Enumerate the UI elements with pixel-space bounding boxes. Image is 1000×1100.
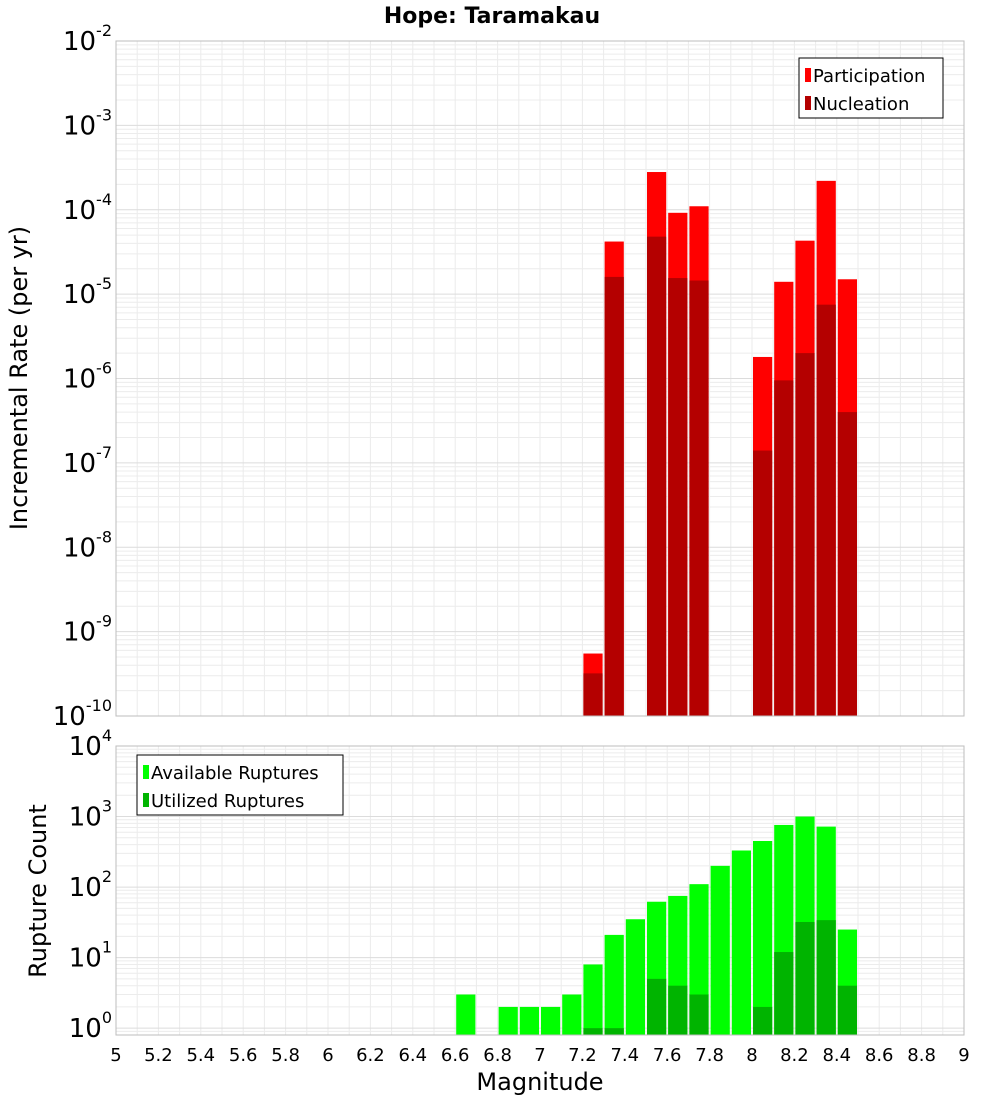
x-tick-label: 7.2 bbox=[568, 1045, 597, 1066]
bar-secondary-6 bbox=[774, 380, 794, 716]
x-tick-label: 8 bbox=[746, 1045, 757, 1066]
series-1 bbox=[583, 236, 857, 716]
x-tick-label: 5 bbox=[110, 1045, 121, 1066]
x-tick-label: 5.2 bbox=[144, 1045, 173, 1066]
chart-title: Hope: Taramakau bbox=[384, 4, 600, 29]
legend-label: Available Ruptures bbox=[151, 763, 319, 784]
bar-primary-3 bbox=[541, 1006, 561, 1035]
y-tick-label: 10-8 bbox=[63, 527, 112, 563]
legend-swatch bbox=[143, 793, 149, 807]
bar-primary-11 bbox=[710, 865, 730, 1035]
x-tick-label: 6.6 bbox=[441, 1045, 470, 1066]
legend-swatch bbox=[143, 765, 149, 779]
bar-secondary-8 bbox=[647, 978, 667, 1035]
top-y-axis-label: Incremental Rate (per yr) bbox=[5, 226, 33, 530]
bars bbox=[583, 172, 857, 717]
x-tick-label: 7.6 bbox=[653, 1045, 682, 1066]
bar-secondary-9 bbox=[837, 412, 857, 716]
bar-secondary-3 bbox=[668, 278, 688, 716]
bar-secondary-0 bbox=[583, 673, 603, 716]
bar-primary-1 bbox=[498, 1006, 518, 1035]
bar-secondary-17 bbox=[837, 985, 857, 1035]
bar-primary-13 bbox=[753, 841, 773, 1035]
bar-primary-5 bbox=[583, 964, 603, 1035]
bar-secondary-5 bbox=[753, 450, 773, 716]
bar-secondary-5 bbox=[583, 1028, 603, 1035]
bar-primary-4 bbox=[562, 994, 582, 1035]
y-tick-label: 10-6 bbox=[63, 359, 112, 395]
y-tick-label: 104 bbox=[69, 726, 112, 762]
x-tick-label: 6.4 bbox=[398, 1045, 427, 1066]
bar-secondary-14 bbox=[774, 952, 794, 1035]
x-tick-label: 8.6 bbox=[865, 1045, 894, 1066]
bar-secondary-1 bbox=[604, 276, 624, 716]
y-tick-label: 102 bbox=[69, 867, 112, 903]
legend-box bbox=[136, 754, 344, 816]
x-tick-label: 6.2 bbox=[356, 1045, 385, 1066]
bottom-y-axis-label: Rupture Count bbox=[24, 804, 52, 978]
x-tick-label: 5.8 bbox=[271, 1045, 300, 1066]
y-tick-label: 10-10 bbox=[53, 696, 112, 732]
plot-frame bbox=[115, 40, 965, 717]
y-ticks: 100 101 102 103 104 bbox=[69, 726, 112, 1044]
legend: Available Ruptures Utilized Ruptures bbox=[136, 754, 344, 816]
top-plot: 10-10 10-9 10-8 10-7 10-6 10-5 10-4 10-3 10-2 Par… bbox=[53, 21, 965, 732]
bar-primary-7 bbox=[625, 919, 645, 1035]
legend-box bbox=[798, 57, 944, 119]
x-ticks: 5 5.2 5.4 5.6 5.8 6 6.2 6.4 6.6 6.8 7 7.2 7.4 7.6 7.8 8… bbox=[110, 1045, 969, 1066]
bar-secondary-13 bbox=[753, 1006, 773, 1035]
bars bbox=[456, 816, 857, 1035]
y-tick-label: 10-4 bbox=[63, 190, 112, 226]
bar-secondary-15 bbox=[795, 921, 815, 1035]
y-tick-label: 10-5 bbox=[63, 274, 112, 310]
y-ticks: 10-10 10-9 10-8 10-7 10-6 10-5 10-4 10-3 10-2 bbox=[53, 21, 112, 732]
bar-secondary-7 bbox=[795, 353, 815, 716]
y-tick-label: 101 bbox=[69, 938, 112, 974]
bar-primary-2 bbox=[519, 1006, 539, 1035]
legend-swatch bbox=[805, 96, 811, 110]
legend: Participation Nucleation bbox=[798, 57, 944, 119]
bar-secondary-8 bbox=[816, 304, 836, 716]
x-tick-label: 8.4 bbox=[822, 1045, 851, 1066]
legend-label: Utilized Ruptures bbox=[151, 791, 304, 812]
bar-secondary-4 bbox=[689, 280, 709, 716]
x-axis-label: Magnitude bbox=[476, 1068, 603, 1096]
bar-primary-12 bbox=[731, 850, 751, 1035]
legend-label: Participation bbox=[813, 66, 925, 87]
grid bbox=[115, 41, 965, 717]
bottom-plot: 100 101 102 103 104 5 5.2 5.4 5.6 5.8 6 6.2 6.4 6.6 6.… bbox=[69, 726, 970, 1066]
y-tick-label: 10-9 bbox=[63, 612, 112, 648]
y-tick-label: 100 bbox=[69, 1008, 112, 1044]
x-tick-label: 8.8 bbox=[907, 1045, 936, 1066]
y-tick-label: 103 bbox=[69, 797, 112, 833]
y-tick-label: 10-7 bbox=[63, 443, 112, 479]
bar-secondary-6 bbox=[604, 1028, 624, 1035]
x-tick-label: 9 bbox=[958, 1045, 969, 1066]
bar-secondary-9 bbox=[668, 985, 688, 1035]
y-tick-label: 10-2 bbox=[63, 21, 112, 57]
x-tick-label: 7.4 bbox=[610, 1045, 639, 1066]
x-tick-label: 5.6 bbox=[229, 1045, 258, 1066]
bar-secondary-10 bbox=[689, 994, 709, 1035]
x-tick-label: 8.2 bbox=[780, 1045, 809, 1066]
x-tick-label: 6 bbox=[322, 1045, 333, 1066]
series-1 bbox=[583, 920, 857, 1035]
x-tick-label: 6.8 bbox=[483, 1045, 512, 1066]
y-tick-label: 10-3 bbox=[63, 105, 112, 141]
x-tick-label: 5.4 bbox=[186, 1045, 215, 1066]
bar-secondary-2 bbox=[647, 236, 667, 716]
bar-primary-6 bbox=[604, 934, 624, 1035]
legend-swatch bbox=[805, 68, 811, 82]
x-tick-label: 7.8 bbox=[695, 1045, 724, 1066]
legend-label: Nucleation bbox=[813, 94, 909, 115]
bar-secondary-16 bbox=[816, 920, 836, 1035]
bar-primary-0 bbox=[456, 994, 476, 1035]
x-tick-label: 7 bbox=[534, 1045, 545, 1066]
plot-frame bbox=[115, 745, 965, 1036]
